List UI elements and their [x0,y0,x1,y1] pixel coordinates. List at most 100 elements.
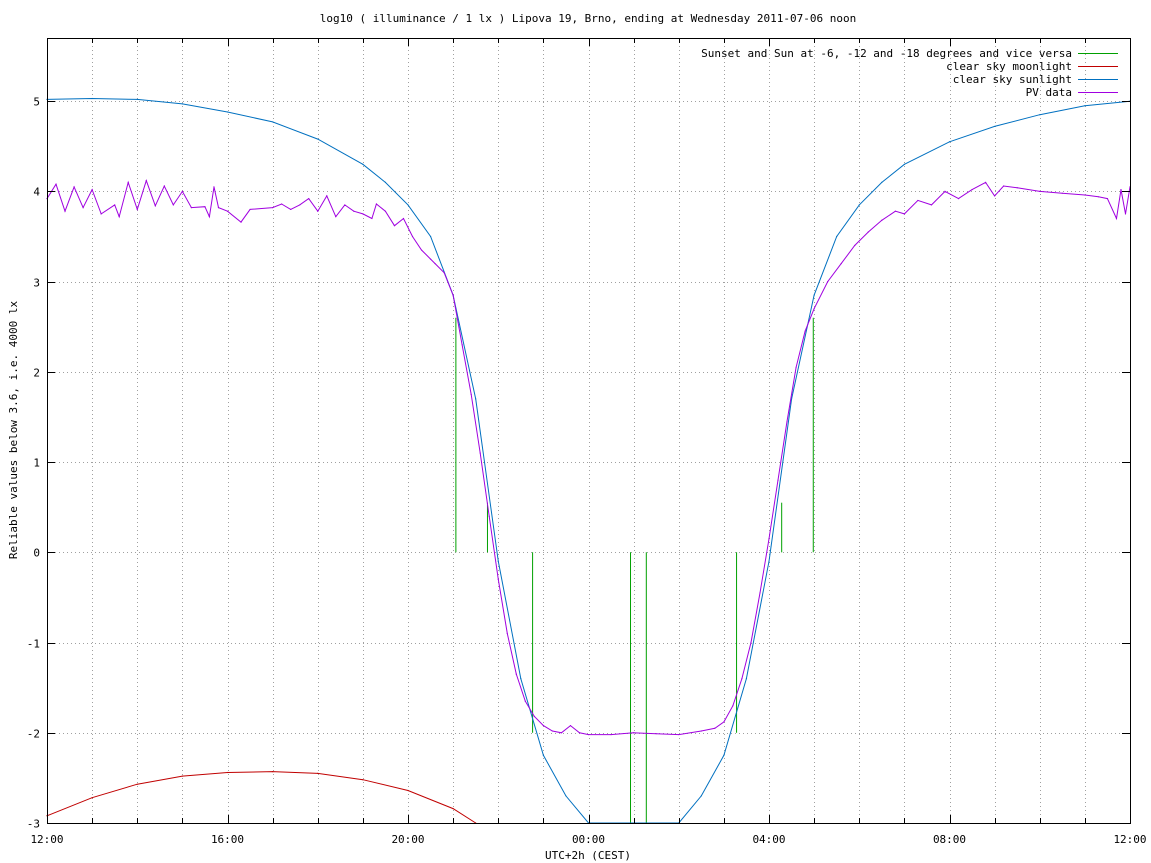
y-tick-label: -1 [27,638,40,651]
data-point [1016,187,1018,189]
data-point [971,188,973,191]
y-tick-label: -2 [27,728,40,741]
data-point [633,732,635,734]
data-point [533,715,535,718]
data-point [208,216,211,218]
data-point [1061,192,1063,194]
data-point [479,452,481,454]
data-point [190,207,192,209]
data-point [1084,194,1086,196]
data-point [506,632,508,635]
data-point [91,188,93,191]
data-point [903,213,905,215]
data-point [55,183,57,185]
x-tick-label: 04:00 [752,833,785,846]
data-point [443,271,445,274]
data-point [542,724,544,727]
data-point [240,221,242,223]
legend-label: clear sky moonlight [946,60,1072,73]
x-tick-label: 08:00 [933,833,966,846]
data-point [402,217,405,220]
data-point [678,733,680,736]
data-point [407,204,409,206]
data-point [587,733,590,736]
data-point [1003,185,1005,187]
data-point [290,208,292,211]
data-point [470,393,472,396]
data-point [804,330,806,332]
data-point [768,538,770,540]
data-point [317,138,319,140]
data-point [1039,190,1041,192]
data-point [723,721,725,723]
data-point [326,195,328,197]
y-axis-label: Reliable values below 3.6, i.e. 4000 lx [7,300,20,559]
legend-label: Sunset and Sun at -6, -12 and -18 degree… [701,47,1072,60]
y-tick-label: 5 [33,96,40,109]
data-point [384,181,387,183]
data-point [732,705,734,707]
data-point [840,262,842,265]
data-point [91,797,93,799]
x-tick-label: 00:00 [572,833,605,846]
data-point [420,249,423,251]
data-point [700,730,702,732]
data-point [272,207,274,209]
data-point [308,198,310,200]
data-point [452,807,454,810]
data-point [881,219,883,221]
x-tick-label: 12:00 [1113,833,1146,846]
data-point [73,186,75,188]
data-point [957,198,960,200]
data-point [1124,213,1127,215]
data-point [524,700,526,702]
data-point [154,205,156,207]
data-point [542,754,544,756]
data-point [894,210,896,212]
data-point [813,294,815,296]
data-point [317,210,319,212]
series-1 [46,770,477,824]
data-point [560,732,563,734]
legend-label: PV data [1026,86,1072,99]
series-line [46,771,476,824]
data-point [578,732,581,734]
data-point [759,592,761,594]
data-point [497,578,499,580]
data-point [362,213,364,215]
data-point [786,420,788,423]
data-point [723,754,725,756]
data-point [777,479,779,481]
data-point [497,560,499,562]
x-tick-label: 12:00 [30,833,63,846]
data-point [813,308,815,310]
data-point [213,186,215,188]
y-tick-label: 4 [33,186,40,199]
data-point [854,244,856,247]
y-axis: -3 -2 -1 0 1 2 3 4 5 [27,96,1130,831]
data-point [181,190,183,192]
data-point [917,199,919,202]
data-point [434,262,436,265]
data-point [795,366,797,368]
data-point [948,141,951,143]
data-point [281,203,283,205]
data-point [1097,196,1100,198]
data-point [100,213,102,215]
data-point [1115,217,1118,220]
data-point [64,210,66,212]
data-point [172,204,174,206]
data-point [903,163,905,165]
y-tick-label: 2 [33,367,40,380]
data-point [741,678,743,680]
data-point [362,779,364,781]
data-point [226,111,229,113]
data-point [118,216,120,218]
data-point [91,97,93,100]
data-point [272,770,274,773]
data-point [750,641,752,644]
data-point [344,204,346,206]
data-point [114,204,116,206]
data-point [475,398,477,400]
